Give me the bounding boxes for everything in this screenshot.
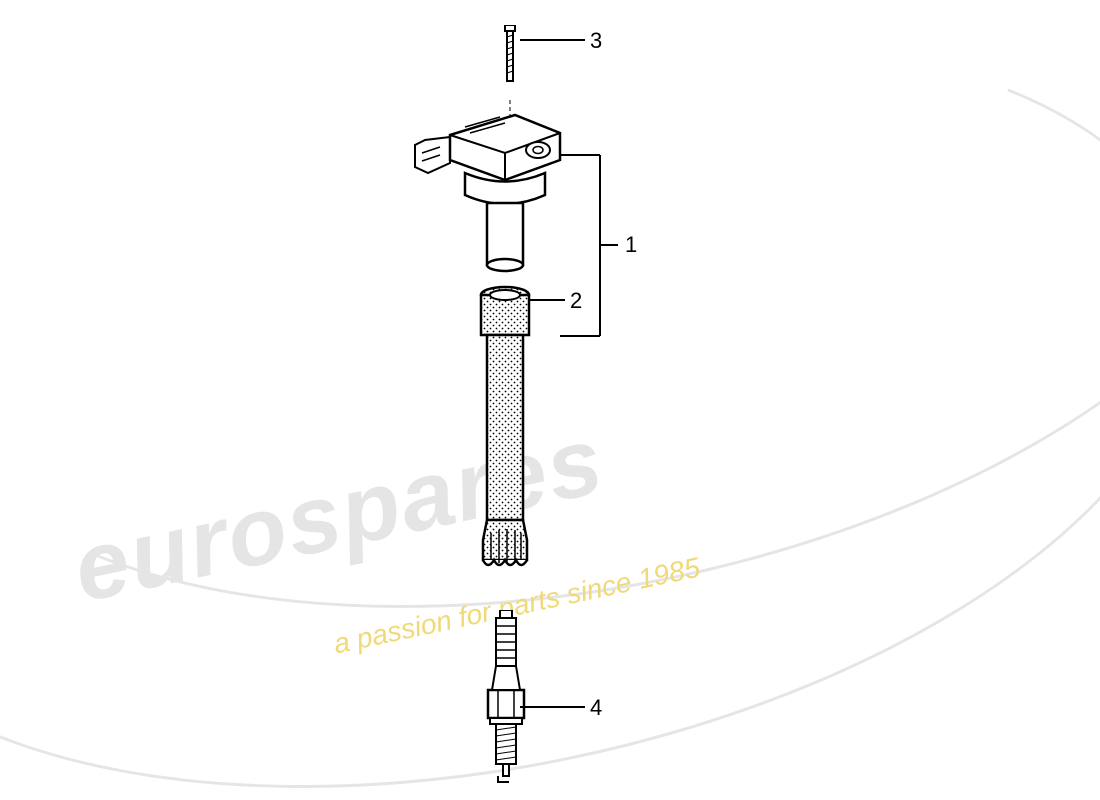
callout-3: 3 [590, 28, 602, 54]
part-bolt [500, 25, 520, 105]
leader-line [528, 299, 565, 301]
callout-2: 2 [570, 288, 582, 314]
bolt-icon [500, 25, 520, 100]
callout-4: 4 [590, 695, 602, 721]
leader-line [520, 706, 585, 708]
part-spark-plug [476, 610, 536, 795]
callout-1: 1 [625, 232, 637, 258]
bracket-1 [560, 153, 620, 343]
part-connector-tube [465, 285, 545, 580]
tube-icon [465, 285, 545, 575]
spark-plug-icon [476, 610, 536, 790]
diagram-canvas: eurospares a passion for parts since 198… [0, 0, 1100, 800]
leader-line [520, 39, 585, 41]
